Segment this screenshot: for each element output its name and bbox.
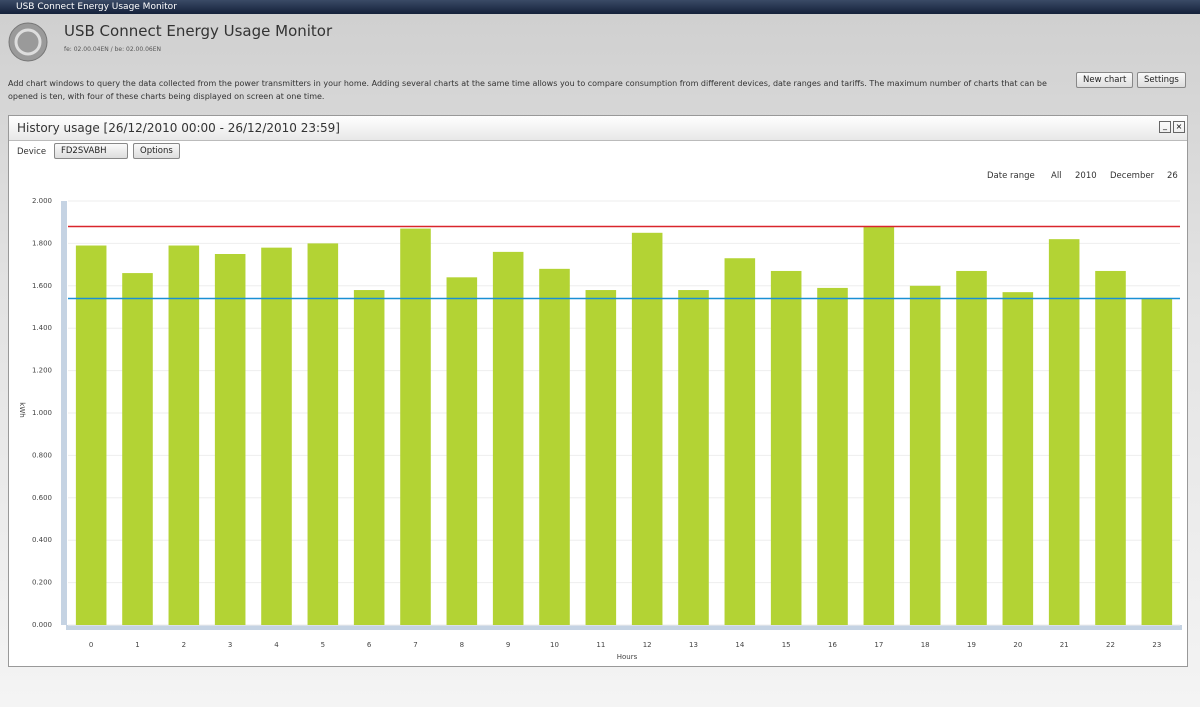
x-tick-label: 22 — [1106, 641, 1115, 649]
bar — [353, 290, 385, 625]
bar — [678, 290, 709, 625]
x-tick-label: 0 — [89, 641, 93, 649]
x-tick-label: 2 — [182, 641, 186, 649]
app-title: USB Connect Energy Usage Monitor — [64, 22, 333, 40]
y-tick-label: 1.400 — [32, 324, 52, 332]
x-tick-label: 5 — [321, 641, 325, 649]
bar — [770, 270, 802, 625]
x-tick-label: 14 — [735, 641, 744, 649]
y-tick-label: 0.000 — [32, 621, 52, 629]
logo — [8, 22, 48, 62]
bar — [261, 247, 292, 625]
bar — [492, 251, 524, 625]
bar — [724, 258, 756, 625]
x-axis — [66, 625, 1182, 630]
x-tick-label: 17 — [874, 641, 883, 649]
bar — [1141, 298, 1173, 625]
y-tick-label: 0.800 — [32, 451, 52, 459]
description: Add chart windows to query the data coll… — [8, 79, 1047, 101]
close-button[interactable]: × — [1173, 121, 1185, 133]
x-tick-label: 9 — [506, 641, 510, 649]
bar — [307, 243, 339, 625]
x-tick-label: 6 — [367, 641, 372, 649]
date-range-link[interactable]: 2010 — [1075, 171, 1097, 181]
device-select[interactable]: FD2SVABH — [54, 143, 128, 159]
x-tick-label: 7 — [413, 641, 417, 649]
x-axis-label: Hours — [617, 653, 638, 661]
panel-title: History usage [26/12/2010 00:00 - 26/12/… — [17, 121, 340, 135]
bar — [863, 226, 895, 625]
settings-button[interactable]: Settings — [1137, 72, 1186, 88]
y-tick-label: 1.800 — [32, 239, 52, 247]
new-chart-button[interactable]: New chart — [1076, 72, 1134, 88]
x-tick-label: 23 — [1152, 641, 1161, 649]
x-tick-label: 15 — [782, 641, 791, 649]
window-title: USB Connect Energy Usage Monitor — [16, 2, 177, 12]
bar — [956, 270, 987, 625]
version: fe: 02.00.04EN / be: 02.00.06EN — [64, 46, 161, 53]
bar — [1002, 292, 1034, 625]
bar — [1048, 239, 1080, 625]
bar — [75, 245, 107, 625]
bar — [446, 277, 478, 625]
x-tick-label: 12 — [643, 641, 652, 649]
bar — [168, 245, 200, 625]
y-tick-label: 1.600 — [32, 282, 52, 290]
x-tick-label: 8 — [460, 641, 464, 649]
minimize-button[interactable]: _ — [1159, 121, 1171, 133]
x-tick-label: 4 — [274, 641, 279, 649]
y-tick-label: 1.200 — [32, 367, 52, 375]
x-tick-label: 19 — [967, 641, 976, 649]
panel-header: History usage [26/12/2010 00:00 - 26/12/… — [9, 116, 1187, 141]
x-tick-label: 10 — [550, 641, 559, 649]
y-tick-label: 0.200 — [32, 579, 52, 587]
bar — [817, 287, 848, 625]
options-button[interactable]: Options — [133, 143, 180, 159]
bar — [585, 290, 617, 625]
bar — [400, 228, 431, 625]
bar — [909, 285, 941, 625]
y-tick-label: 2.000 — [32, 197, 52, 205]
bar — [631, 232, 663, 626]
y-tick-label: 1.000 — [32, 409, 52, 417]
y-axis — [61, 201, 67, 625]
x-tick-label: 21 — [1060, 641, 1069, 649]
bar — [122, 273, 153, 625]
date-range-label: Date range — [987, 171, 1035, 181]
x-tick-label: 3 — [228, 641, 232, 649]
date-range-link[interactable]: All — [1051, 171, 1062, 181]
date-range-link[interactable]: 26 — [1167, 171, 1178, 181]
x-tick-label: 20 — [1013, 641, 1022, 649]
title-bar: USB Connect Energy Usage Monitor — [0, 0, 1200, 14]
date-range-link[interactable]: December — [1110, 171, 1155, 181]
x-tick-label: 13 — [689, 641, 698, 649]
x-tick-label: 16 — [828, 641, 837, 649]
x-tick-label: 11 — [596, 641, 605, 649]
y-axis-label: kWh — [18, 402, 26, 417]
x-tick-label: 1 — [135, 641, 139, 649]
y-tick-label: 0.400 — [32, 536, 52, 544]
bar — [539, 268, 570, 625]
y-tick-label: 0.600 — [32, 494, 52, 502]
x-tick-label: 18 — [921, 641, 930, 649]
bar — [214, 254, 246, 625]
bar — [1095, 270, 1126, 625]
device-label: Device — [17, 147, 47, 157]
